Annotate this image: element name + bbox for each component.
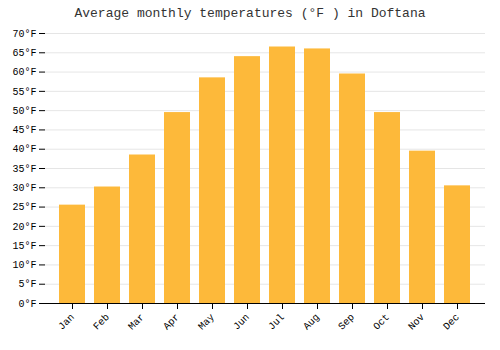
svg-text:Sep: Sep [336,312,357,333]
html-text:Average monthly temperatures (: Average monthly temperatures (°F ) in Do… [74,6,426,21]
svg-text:20°F: 20°F [12,222,36,233]
svg-text:Apr: Apr [161,312,182,333]
svg-text:40°F: 40°F [12,144,36,155]
svg-text:55°F: 55°F [12,87,36,98]
svg-text:Feb: Feb [91,312,112,333]
svg-text:10°F: 10°F [12,260,36,271]
svg-text:25°F: 25°F [12,202,36,213]
svg-text:Jul: Jul [266,312,287,333]
svg-text:Jan: Jan [56,312,77,333]
svg-text:15°F: 15°F [12,241,36,252]
svg-text:60°F: 60°F [12,67,36,78]
svg-text:Mar: Mar [126,312,147,333]
svg-text:Aug: Aug [301,312,322,333]
svg-text:5°F: 5°F [18,279,36,290]
svg-text:Jun: Jun [231,312,252,333]
svg-text:Nov: Nov [406,312,427,333]
svg-text:45°F: 45°F [12,125,36,136]
svg-text:50°F: 50°F [12,106,36,117]
svg-text:30°F: 30°F [12,183,36,194]
svg-text:0°F: 0°F [18,299,36,310]
svg-text:70°F: 70°F [12,29,36,40]
svg-text:May: May [196,312,217,333]
svg-text:Dec: Dec [441,312,462,333]
svg-text:35°F: 35°F [12,164,36,175]
svg-text:Oct: Oct [371,312,392,333]
svg-text:65°F: 65°F [12,48,36,59]
